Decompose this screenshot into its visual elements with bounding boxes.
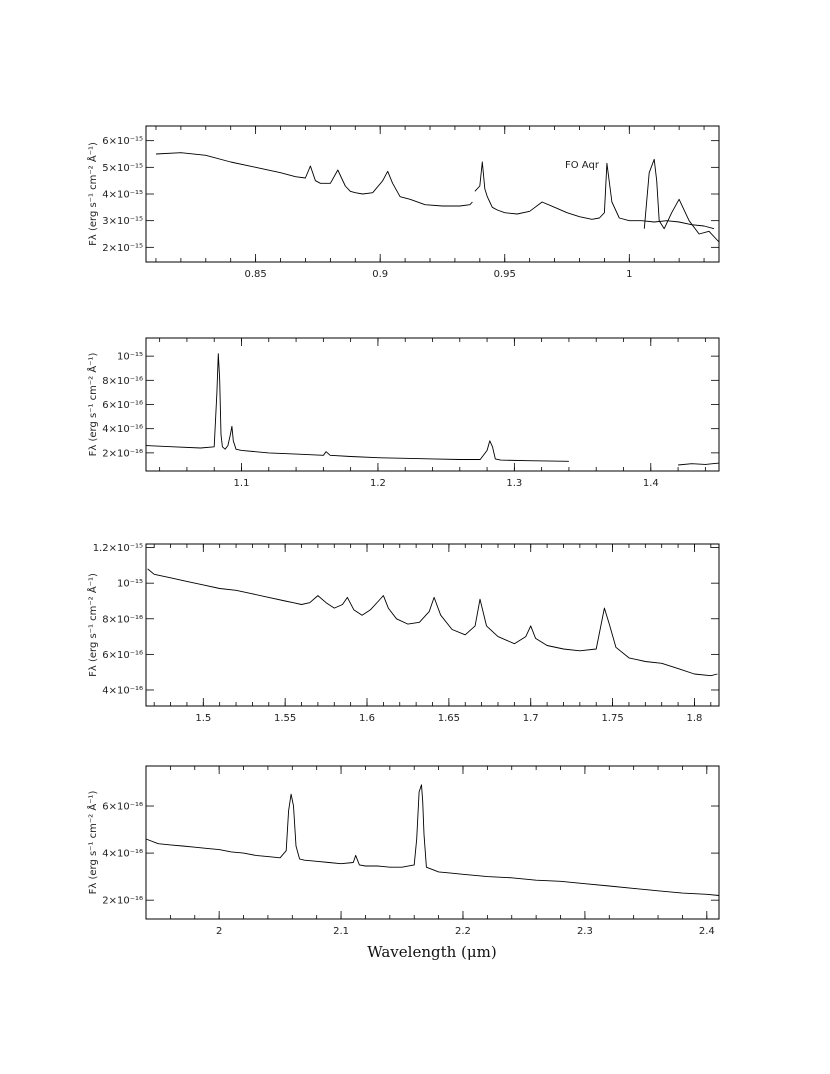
y-tick-label: 2×10⁻¹⁶ xyxy=(102,448,143,459)
plot-frame xyxy=(145,125,720,263)
y-tick-label: 8×10⁻¹⁶ xyxy=(102,376,143,387)
object-label: FO Aqr xyxy=(565,160,600,171)
y-axis-label: Fλ (erg s⁻¹ cm⁻² Å⁻¹) xyxy=(86,353,99,457)
x-tick-label: 1.7 xyxy=(523,713,539,724)
x-tick-label: 1.8 xyxy=(686,713,702,724)
y-tick-label: 10⁻¹⁵ xyxy=(117,579,143,590)
y-tick-label: 5×10⁻¹⁵ xyxy=(102,163,143,174)
panel-2: 1.1 1.2 1.3 1.4 2×10⁻¹⁶ 4×10⁻¹⁶ 6×10⁻¹⁶ 8×10⁻¹⁶… xyxy=(86,337,720,489)
plot-frame xyxy=(145,543,720,707)
x-tick-label: 1 xyxy=(626,269,632,280)
x-tick-label: 2.4 xyxy=(699,926,715,937)
spectrum-line xyxy=(643,158,720,243)
x-tick-label: 1.6 xyxy=(359,713,375,724)
spectrum-line xyxy=(474,161,715,230)
x-tick-label: 0.9 xyxy=(372,269,388,280)
y-tick-label: 6×10⁻¹⁶ xyxy=(102,650,143,661)
y-tick-label: 10⁻¹⁵ xyxy=(117,352,143,363)
y-tick-label: 4×10⁻¹⁶ xyxy=(102,849,143,860)
y-axis-label: Fλ (erg s⁻¹ cm⁻² Å⁻¹) xyxy=(86,791,99,895)
y-tick-label: 4×10⁻¹⁶ xyxy=(102,424,143,435)
x-tick-label: 2.3 xyxy=(577,926,593,937)
x-tick-label: 1.2 xyxy=(370,478,386,489)
plot-frame xyxy=(145,765,720,920)
spectrum-line xyxy=(145,784,720,896)
spectrum-line xyxy=(155,152,473,207)
spectrum-line xyxy=(147,568,718,677)
x-tick-label: 1.3 xyxy=(506,478,522,489)
x-axis-label: Wavelength (μm) xyxy=(367,943,496,961)
x-tick-label: 2.2 xyxy=(455,926,471,937)
y-tick-label: 4×10⁻¹⁶ xyxy=(102,685,143,696)
x-tick-label: 0.95 xyxy=(494,269,516,280)
x-tick-label: 1.55 xyxy=(274,713,296,724)
panel-3: 1.5 1.55 1.6 1.65 1.7 1.75 1.8 4×10⁻¹⁶ 6×10⁻¹⁶ 8×… xyxy=(86,543,720,724)
panel-1: FO Aqr 0.85 0.9 0.95 1 2×10⁻¹⁵ 3×10⁻¹⁵ 4×10⁻¹⁵… xyxy=(86,125,720,280)
x-tick-label: 1.5 xyxy=(195,713,211,724)
y-tick-label: 2×10⁻¹⁵ xyxy=(102,243,143,254)
x-tick-label: 1.75 xyxy=(601,713,623,724)
x-tick-label: 2 xyxy=(216,926,222,937)
x-tick-label: 1.4 xyxy=(643,478,659,489)
y-tick-label: 8×10⁻¹⁶ xyxy=(102,614,143,625)
spectrum-line xyxy=(678,462,720,466)
y-tick-label: 6×10⁻¹⁶ xyxy=(102,802,143,813)
plot-frame xyxy=(145,337,720,472)
y-tick-label: 3×10⁻¹⁵ xyxy=(102,216,143,227)
y-tick-label: 1.2×10⁻¹⁵ xyxy=(93,543,143,554)
y-tick-label: 6×10⁻¹⁵ xyxy=(102,136,143,147)
x-tick-label: 1.65 xyxy=(438,713,460,724)
y-axis-label: Fλ (erg s⁻¹ cm⁻² Å⁻¹) xyxy=(86,142,99,246)
x-tick-label: 2.1 xyxy=(333,926,349,937)
y-tick-label: 4×10⁻¹⁵ xyxy=(102,190,143,201)
y-tick-label: 2×10⁻¹⁶ xyxy=(102,896,143,907)
y-axis-label: Fλ (erg s⁻¹ cm⁻² Å⁻¹) xyxy=(86,573,99,677)
x-tick-label: 0.85 xyxy=(244,269,266,280)
y-tick-label: 6×10⁻¹⁶ xyxy=(102,400,143,411)
spectrum-line xyxy=(145,353,569,462)
x-tick-label: 1.1 xyxy=(234,478,250,489)
